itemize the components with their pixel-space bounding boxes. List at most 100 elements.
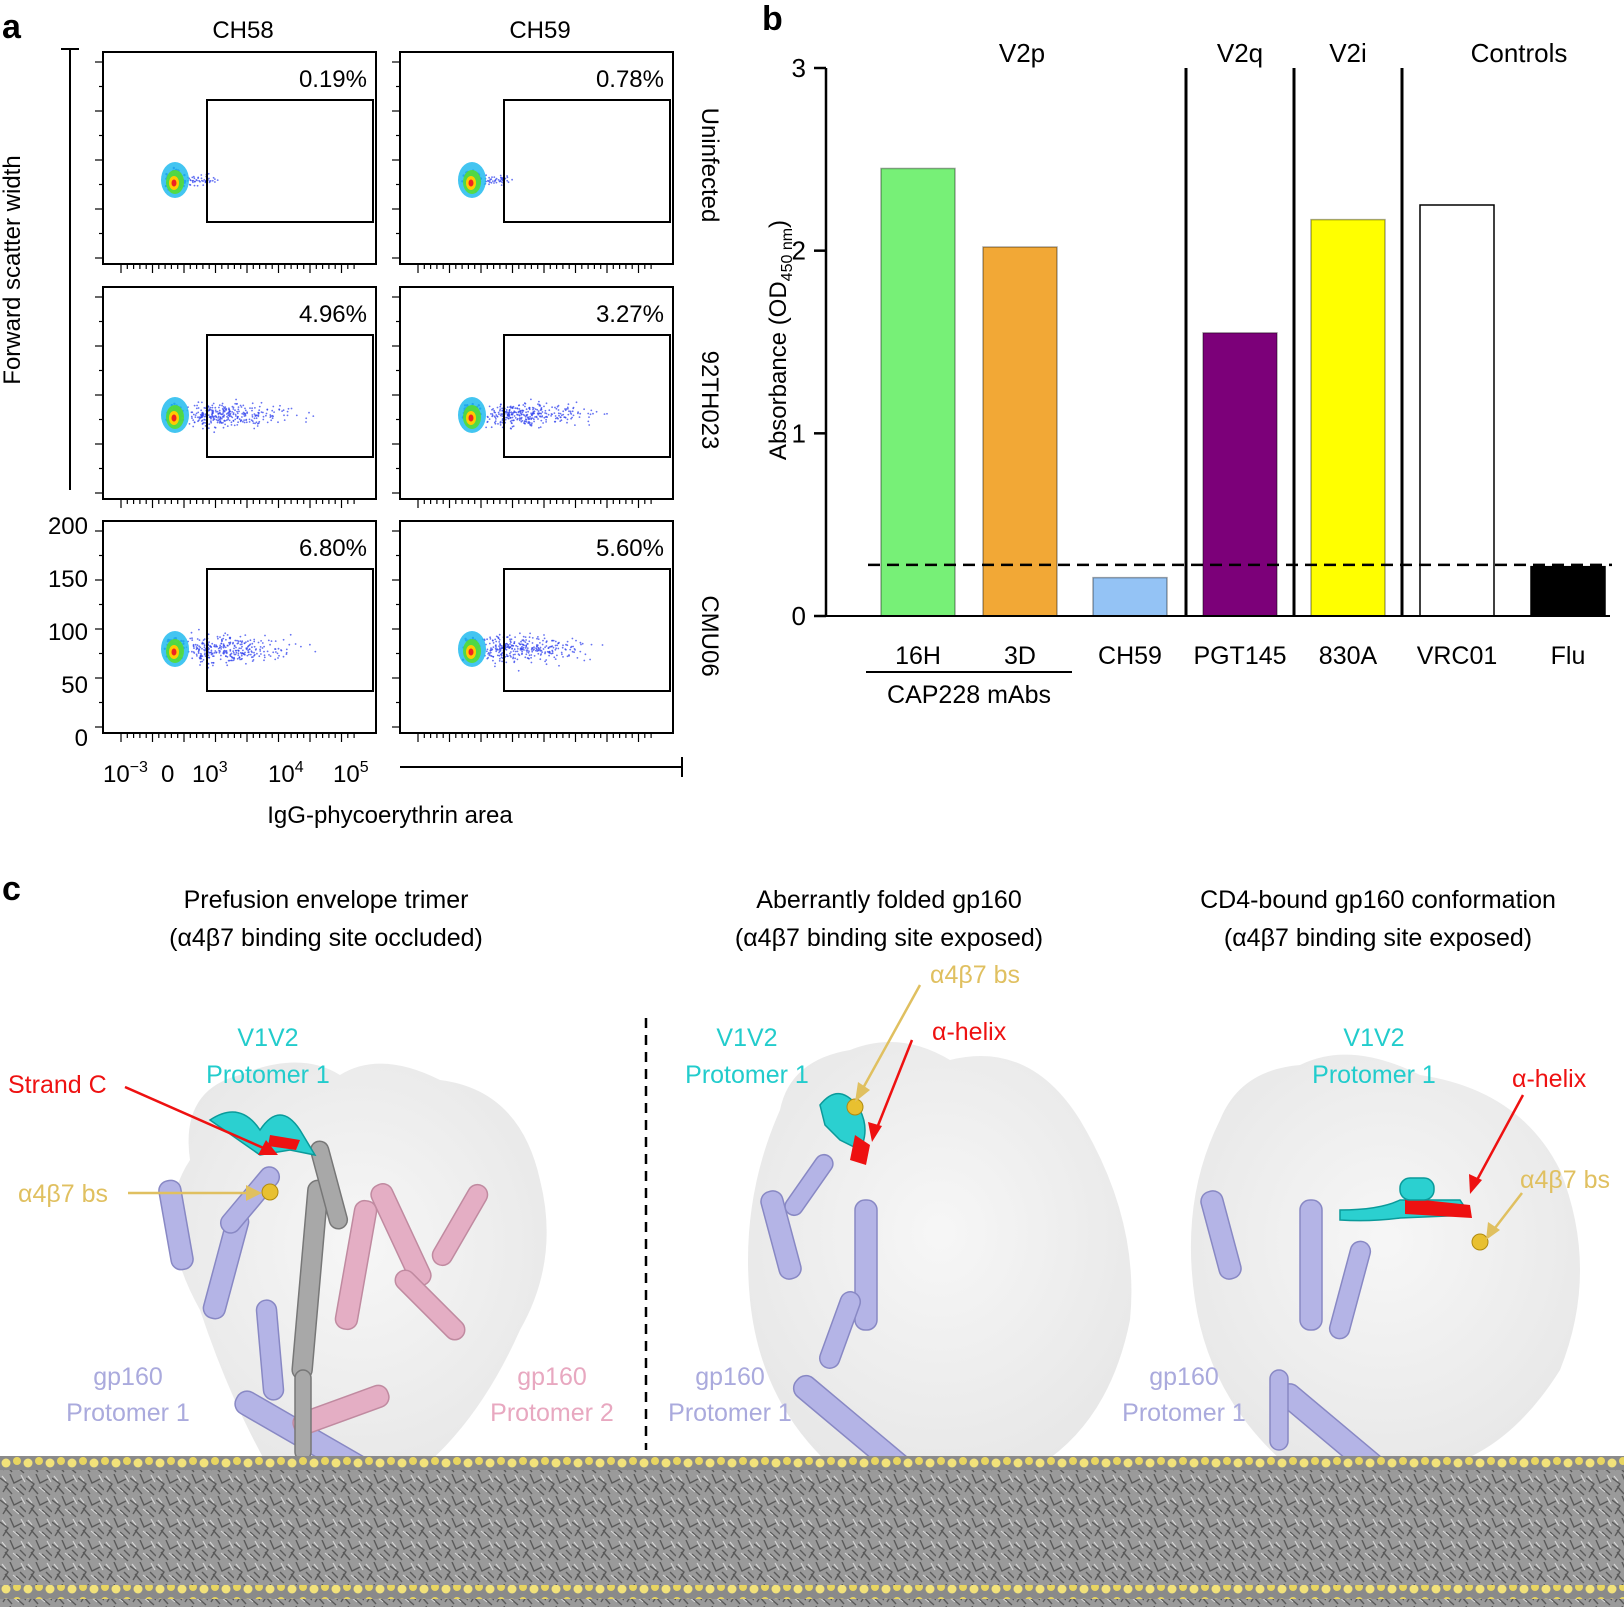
bar-category-label: 830A (1319, 642, 1378, 670)
label-gp160-cd4: gp160 (1149, 1363, 1219, 1391)
facs-plot-frame (102, 51, 377, 265)
ribbon-prefusion-protomer3 (291, 1140, 349, 1461)
y-axis-label: Forward scatter width (0, 155, 26, 384)
facs-plot-frame (399, 51, 674, 265)
title-cd4-2: (α4β7 binding site exposed) (1224, 924, 1532, 952)
facs-gate (503, 568, 671, 692)
label-a4b7-cd4: α4β7 bs (1520, 1166, 1610, 1194)
title-prefusion-1: Prefusion envelope trimer (184, 886, 469, 914)
bar (982, 246, 1058, 617)
row-label-uninfected: Uninfected (696, 108, 723, 223)
facs-ticks (95, 296, 355, 508)
bar (880, 167, 956, 617)
arrowhead-helix-aberrant (868, 1122, 882, 1142)
label-v1v2-prefusion: V1V2 (237, 1024, 298, 1052)
column-label-ch59: CH59 (509, 17, 570, 44)
bar-chart: 0 1 2 3 V2p V2q V2i Controls 16H 3D CH59 PGT145 830A… (792, 38, 1612, 709)
bar-y-tick-label: 3 (792, 53, 806, 83)
facs-gate (503, 99, 671, 223)
title-cd4-1: CD4-bound gp160 conformation (1200, 886, 1556, 914)
bar-category-label: CH59 (1098, 642, 1162, 670)
ribbon-strand-c (268, 1135, 300, 1150)
facs-plot: 6.80% (95, 520, 377, 742)
panel-label-b: b (762, 0, 783, 38)
facs-events (458, 397, 608, 433)
y-tick-200: 200 (48, 513, 88, 540)
surface-aberrant (748, 1042, 1132, 1465)
bar (1530, 565, 1606, 617)
bar (1092, 576, 1168, 617)
arrowhead-a4b7-aberrant (855, 1082, 870, 1102)
arrow-helix-aberrant (875, 1039, 914, 1129)
facs-ticks (392, 296, 652, 508)
x-tick-1e5: 105 (333, 759, 369, 788)
bar-category-label: 16H (895, 642, 941, 670)
facs-plot: 0.78% (392, 51, 674, 273)
label-v1v2-aberrant: V1V2 (716, 1024, 777, 1052)
x-tick-1e4: 104 (268, 759, 304, 788)
facs-plot-frame (102, 286, 377, 500)
label-protomer1-gp160-cd4: Protomer 1 (1122, 1399, 1246, 1427)
panel-c: c Prefusion envelope trimer (α4β7 bindin… (0, 870, 1624, 1607)
title-prefusion-2: (α4β7 binding site occluded) (169, 924, 483, 952)
gate-percentage: 0.78% (596, 66, 664, 93)
title-aberrant-1: Aberrantly folded gp160 (756, 886, 1021, 914)
x-tick-0: 0 (161, 761, 174, 788)
arrow-helix-cd4 (1475, 1094, 1525, 1181)
facs-plot-frame (399, 520, 674, 734)
y-tick-0: 0 (75, 725, 88, 752)
facs-grid: 0.19% 0.78% 4.96% 3.27% 6.80% 5.60% (95, 51, 674, 742)
facs-ticks (95, 530, 355, 742)
a4b7-site-cd4 (1471, 1233, 1489, 1251)
label-protomer1-gp160-aberrant: Protomer 1 (668, 1399, 792, 1427)
facs-plot: 3.27% (392, 286, 674, 508)
facs-plot-frame (399, 286, 674, 500)
ribbon-helix-cd4 (1405, 1198, 1472, 1218)
gate-percentage: 5.60% (596, 535, 664, 562)
panel-b: b 0 1 2 3 V2p V2q V2i Controls 16H 3D CH59 PGT145 83… (762, 0, 1612, 709)
facs-plot-frame (102, 520, 377, 734)
lipid-heads-top (0, 1456, 1624, 1470)
x-axis-label: IgG-phycoerythrin area (267, 802, 513, 829)
gate-percentage: 4.96% (299, 301, 367, 328)
bar-category-label: Flu (1551, 642, 1586, 670)
label-protomer1-aberrant: Protomer 1 (685, 1061, 809, 1089)
ribbon-helix-aberrant (850, 1135, 870, 1165)
gate-percentage: 3.27% (596, 301, 664, 328)
bar (1202, 332, 1278, 617)
label-gp160-aberrant: gp160 (695, 1363, 765, 1391)
y-tick-150: 150 (48, 566, 88, 593)
a4b7-site-prefusion (261, 1183, 279, 1201)
arrowhead-a4b7-prefusion (246, 1185, 262, 1201)
facs-events (161, 397, 315, 434)
label-gp160-p2-prefusion: gp160 (517, 1363, 587, 1391)
column-label-ch58: CH58 (212, 17, 273, 44)
arrow-a4b7-aberrant (860, 984, 922, 1091)
group-label: V2i (1329, 38, 1367, 68)
facs-plot: 0.19% (95, 51, 377, 273)
facs-events (458, 631, 604, 672)
arrowhead-strand-c (258, 1140, 278, 1155)
label-helix-aberrant: α-helix (932, 1018, 1007, 1046)
lipid-bilayer (0, 1462, 1624, 1607)
y-tick-100: 100 (48, 619, 88, 646)
facs-events (458, 162, 513, 198)
label-helix-cd4: α-helix (1512, 1065, 1587, 1093)
ribbon-prefusion-protomer2 (292, 1183, 489, 1436)
a4b7-site-aberrant (846, 1098, 864, 1116)
lipid-heads-bottom (0, 1585, 1624, 1599)
arrowhead-helix-cd4 (1469, 1174, 1482, 1194)
label-protomer1-prefusion: Protomer 1 (206, 1061, 330, 1089)
gate-percentage: 0.19% (299, 66, 367, 93)
facs-ticks (95, 61, 355, 273)
bar-y-tick-label: 1 (792, 418, 806, 448)
group-label: V2p (999, 38, 1045, 68)
group-label: V2q (1217, 38, 1263, 68)
facs-gate (206, 334, 374, 458)
bar-y-tick-label: 0 (792, 601, 806, 631)
facs-gate (503, 334, 671, 458)
facs-events (161, 628, 317, 669)
label-protomer1-gp160-prefusion: Protomer 1 (66, 1399, 190, 1427)
facs-plot: 4.96% (95, 286, 377, 508)
